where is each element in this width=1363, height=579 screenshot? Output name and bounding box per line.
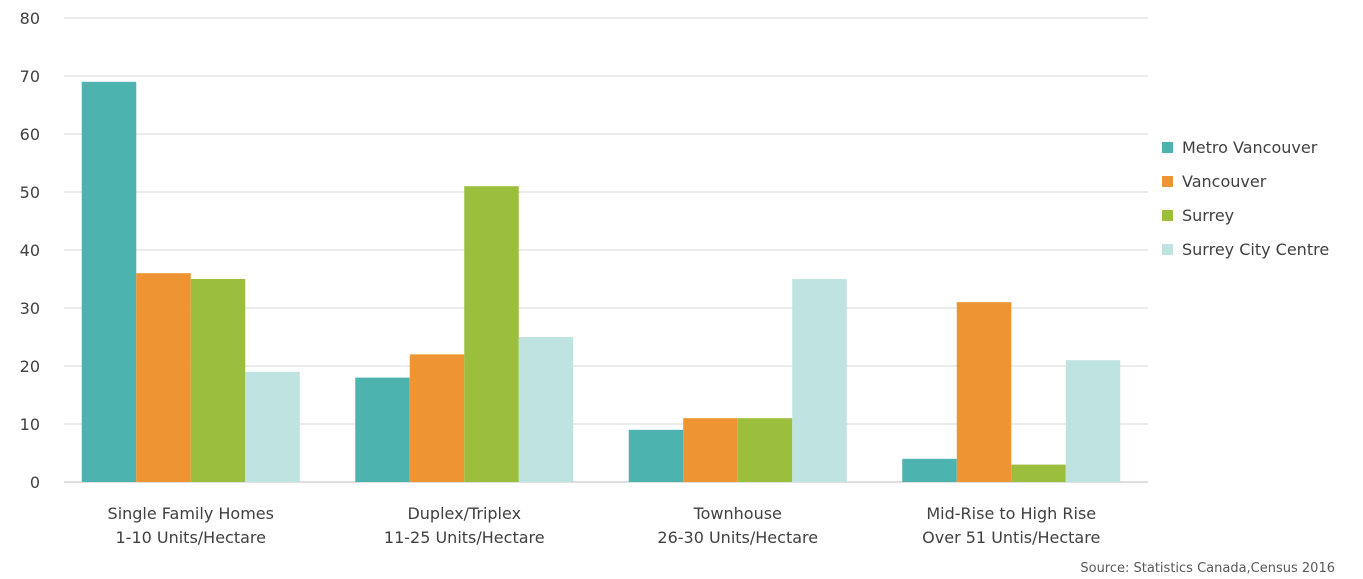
x-tick-label: 11-25 Units/Hectare xyxy=(384,528,545,547)
y-tick-label: 30 xyxy=(20,299,40,318)
source-note: Source: Statistics Canada,Census 2016 xyxy=(1080,561,1335,576)
y-tick-label: 40 xyxy=(20,241,40,260)
legend-item: Surrey City Centre xyxy=(1162,232,1329,266)
legend-swatch xyxy=(1162,243,1173,255)
x-tick-label: 1-10 Units/Hectare xyxy=(115,528,266,547)
bar xyxy=(355,377,410,482)
x-tick-label: 26-30 Units/Hectare xyxy=(657,528,818,547)
legend-item: Surrey xyxy=(1162,198,1329,232)
y-tick-label: 10 xyxy=(20,415,40,434)
legend-swatch xyxy=(1162,141,1173,153)
legend: Metro Vancouver Vancouver Surrey Surrey Cit… xyxy=(1162,130,1329,266)
legend-item: Metro Vancouver xyxy=(1162,130,1329,164)
x-tick-label: Duplex/Triplex xyxy=(407,504,521,523)
bar xyxy=(464,186,519,482)
legend-label: Vancouver xyxy=(1182,171,1267,191)
x-tick-label: Over 51 Untis/Hectare xyxy=(922,528,1100,547)
bar xyxy=(136,273,191,482)
y-tick-label: 50 xyxy=(20,183,40,202)
legend-item: Vancouver xyxy=(1162,164,1329,198)
bar xyxy=(81,81,137,483)
x-tick-label: Single Family Homes xyxy=(108,504,274,523)
x-tick-label: Townhouse xyxy=(693,504,782,523)
legend-label: Surrey xyxy=(1182,205,1235,225)
bar xyxy=(1065,360,1121,482)
bar xyxy=(190,279,246,482)
y-tick-label: 20 xyxy=(20,357,40,376)
bar xyxy=(409,354,465,482)
y-tick-label: 70 xyxy=(20,67,40,86)
y-tick-label: 0 xyxy=(30,473,40,492)
bar xyxy=(628,429,684,482)
bar xyxy=(792,279,847,482)
bar xyxy=(956,302,1012,482)
y-tick-label: 80 xyxy=(20,9,40,28)
legend-label: Surrey City Centre xyxy=(1182,239,1330,259)
y-tick-label: 60 xyxy=(20,125,40,144)
legend-label: Metro Vancouver xyxy=(1182,137,1318,157)
bar xyxy=(902,458,957,482)
bar xyxy=(245,371,300,482)
legend-swatch xyxy=(1162,175,1173,187)
bar xyxy=(683,418,738,482)
bar xyxy=(1011,464,1066,482)
bar xyxy=(737,418,793,482)
bar xyxy=(518,337,574,482)
legend-swatch xyxy=(1162,209,1173,221)
x-tick-label: Mid-Rise to High Rise xyxy=(926,504,1096,523)
